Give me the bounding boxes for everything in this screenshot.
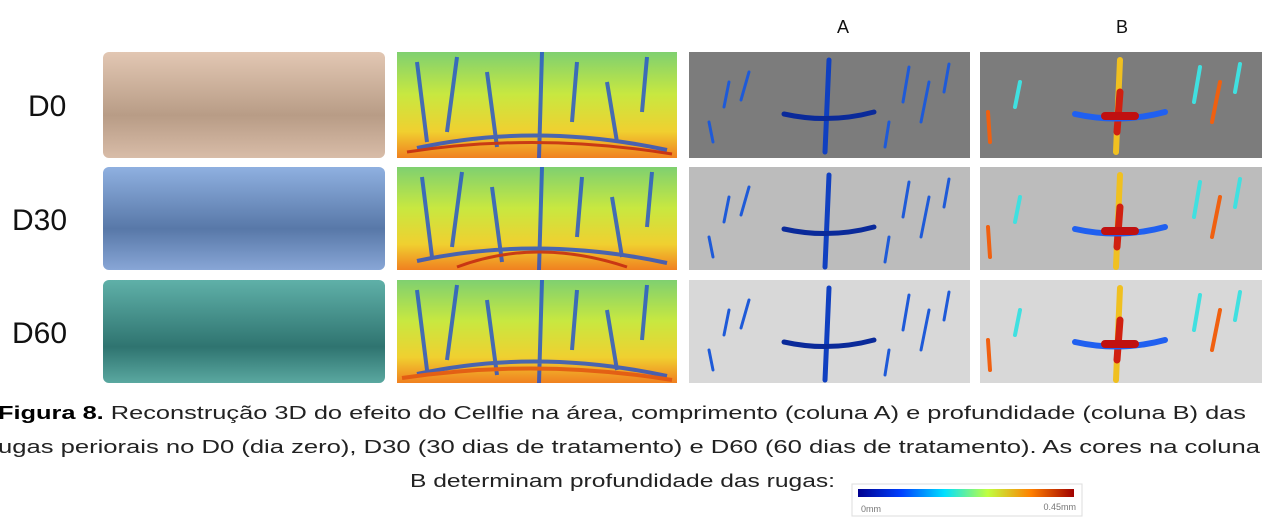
caption-text: Reconstrução 3D do efeito do Cellfie na … [111, 403, 1246, 423]
colorbar: 0mm 0.45mm [852, 484, 1082, 516]
figure: A B D0 D30 D60 Figura 8. Reconstrução 3D… [0, 0, 1265, 518]
caption-line: ugas periorais no D0 (dia zero), D30 (30… [0, 437, 1261, 457]
image-row [103, 52, 1262, 158]
row-label: D60 [12, 317, 67, 350]
colorbar-max: 0.45mm [1043, 502, 1076, 512]
row-label: D30 [12, 204, 67, 237]
caption-line: B determinam profundidade das rugas: [410, 471, 835, 491]
image-row [103, 280, 1262, 383]
image-row [103, 167, 1262, 270]
caption-label: Figura 8. [0, 403, 104, 423]
column-header: A [837, 17, 849, 37]
column-header: B [1116, 17, 1128, 37]
caption-line: Figura 8. Reconstrução 3D do efeito do C… [0, 403, 1246, 423]
colorbar-min: 0mm [861, 504, 881, 514]
row-label: D0 [28, 90, 66, 123]
